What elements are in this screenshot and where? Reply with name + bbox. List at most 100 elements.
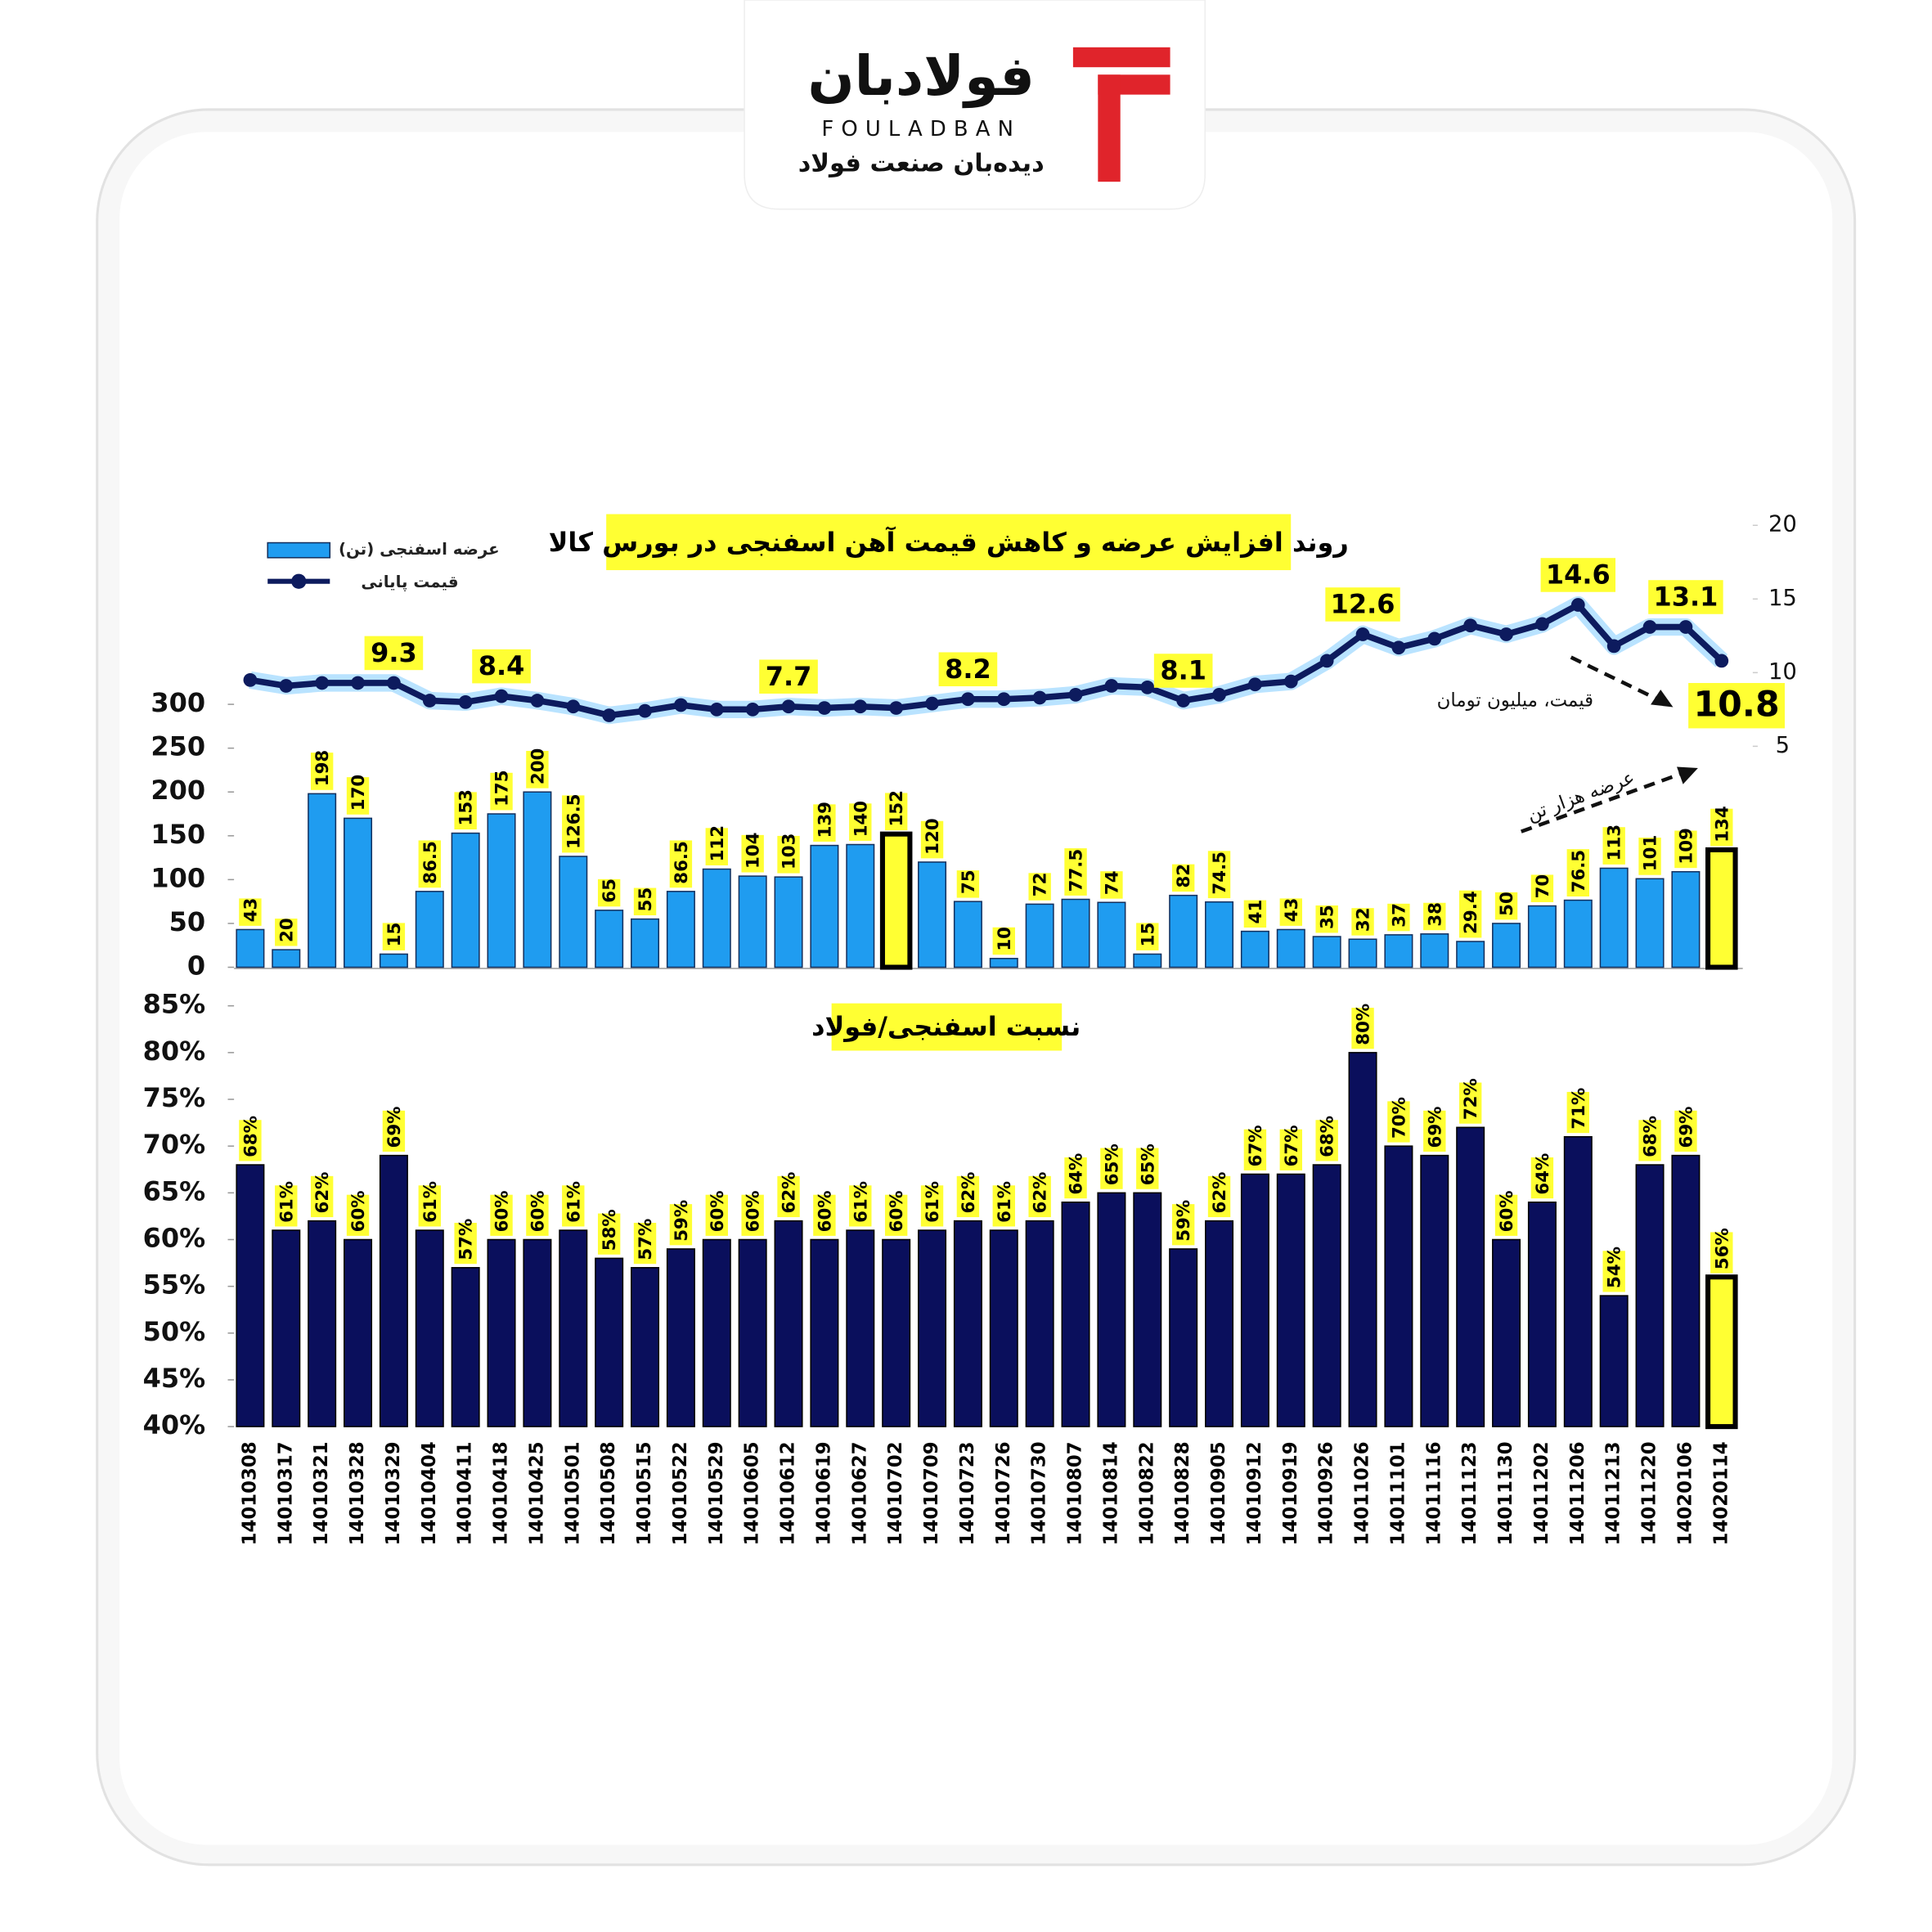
value-label: 152 bbox=[884, 790, 908, 831]
bar bbox=[344, 817, 373, 968]
bar bbox=[846, 843, 875, 968]
value-label: 72% bbox=[1458, 1078, 1482, 1124]
label-box bbox=[239, 898, 262, 926]
value-label: 77.5 bbox=[1064, 848, 1087, 896]
label-box bbox=[1100, 871, 1123, 899]
bar bbox=[1456, 941, 1485, 968]
x-tick-label: 14010605 bbox=[742, 1441, 763, 1545]
label-box bbox=[777, 1175, 800, 1218]
data-label: 109 bbox=[1676, 828, 1696, 864]
x-tick-label: 14010317 bbox=[275, 1441, 296, 1545]
label-box bbox=[562, 1185, 585, 1227]
label-box bbox=[1315, 1120, 1338, 1161]
data-label: 62% bbox=[1031, 1172, 1051, 1214]
data-label: 57% bbox=[636, 1219, 656, 1260]
label-box bbox=[1243, 1129, 1267, 1170]
data-label: 61% bbox=[420, 1181, 441, 1223]
bar bbox=[1205, 1220, 1234, 1427]
label-box bbox=[364, 636, 424, 671]
label-box bbox=[1638, 838, 1661, 875]
label-box bbox=[382, 1110, 406, 1152]
data-label: 175 bbox=[492, 770, 513, 806]
x-tick-label: 14010627 bbox=[849, 1441, 870, 1545]
label-box bbox=[938, 652, 998, 687]
bar bbox=[1527, 905, 1557, 968]
value-label: 140 bbox=[849, 801, 872, 841]
price-marker bbox=[1248, 677, 1262, 692]
bar bbox=[1312, 1164, 1341, 1427]
value-label: 65 bbox=[597, 878, 621, 907]
data-label: 139 bbox=[815, 802, 835, 838]
bar bbox=[1348, 938, 1377, 968]
data-label: 8.2 bbox=[945, 654, 991, 685]
label-box bbox=[813, 1194, 836, 1236]
x-tick-label: 14011206 bbox=[1567, 1441, 1588, 1545]
bar bbox=[738, 875, 767, 968]
bar bbox=[272, 949, 301, 968]
value-label: 60% bbox=[490, 1190, 513, 1236]
label-box bbox=[1387, 903, 1410, 932]
data-label: 60% bbox=[744, 1190, 764, 1232]
data-label: 8.1 bbox=[1160, 655, 1206, 686]
label-box bbox=[669, 840, 693, 888]
price-marker bbox=[1355, 627, 1370, 641]
data-label: 29.4 bbox=[1461, 891, 1481, 934]
label-box bbox=[382, 923, 406, 950]
bar bbox=[989, 1229, 1018, 1427]
bar bbox=[1061, 898, 1090, 968]
bar bbox=[702, 1238, 731, 1427]
x-tick-label: 14010411 bbox=[455, 1441, 476, 1545]
value-label: 74 bbox=[1100, 870, 1123, 899]
value-label: 60% bbox=[813, 1190, 836, 1236]
data-label: 153 bbox=[456, 789, 477, 825]
bar bbox=[1527, 1201, 1557, 1427]
bar bbox=[1456, 1126, 1485, 1427]
label-box bbox=[633, 887, 657, 916]
bar bbox=[1240, 930, 1269, 968]
y-tick-label: 100 bbox=[151, 862, 205, 893]
label-box bbox=[1315, 905, 1338, 933]
bar bbox=[953, 1220, 982, 1427]
data-label: 69% bbox=[384, 1106, 405, 1148]
data-label: 60% bbox=[815, 1190, 835, 1232]
value-label: 72 bbox=[1028, 873, 1051, 901]
value-label: 200 bbox=[526, 748, 549, 789]
price-marker bbox=[853, 699, 868, 714]
x-tick-label: 14010919 bbox=[1280, 1441, 1301, 1545]
data-label: 72% bbox=[1461, 1078, 1481, 1120]
bar bbox=[1599, 867, 1629, 968]
bar bbox=[882, 1238, 911, 1427]
x-tick-label: 14010321 bbox=[311, 1441, 332, 1545]
label-box bbox=[1207, 851, 1231, 899]
data-label: 64% bbox=[1533, 1153, 1553, 1195]
label-box bbox=[992, 927, 1015, 955]
x-tick-label: 14010522 bbox=[670, 1441, 691, 1545]
x-tick-label: 14020106 bbox=[1674, 1441, 1696, 1545]
value-label: 10 bbox=[992, 927, 1015, 955]
bar bbox=[523, 1238, 552, 1427]
arrow-head bbox=[1677, 766, 1698, 784]
price-marker bbox=[1104, 679, 1119, 693]
x-tick-label: 14011101 bbox=[1387, 1441, 1409, 1545]
bar bbox=[1133, 953, 1162, 968]
value-label: 120 bbox=[920, 818, 944, 859]
bar bbox=[236, 928, 265, 968]
x-tick-label: 14010619 bbox=[813, 1441, 834, 1545]
x-tick-label: 14010726 bbox=[993, 1441, 1014, 1545]
bar bbox=[774, 1220, 803, 1427]
value-label: 70 bbox=[1530, 874, 1554, 902]
value-label: 67% bbox=[1243, 1125, 1267, 1170]
title-box bbox=[831, 1003, 1063, 1051]
label-box bbox=[1171, 864, 1195, 892]
price-marker bbox=[1391, 640, 1406, 655]
price-marker bbox=[279, 679, 294, 693]
data-label: 82 bbox=[1174, 864, 1194, 888]
value-label: 43 bbox=[239, 898, 262, 926]
value-label: 60% bbox=[526, 1190, 549, 1236]
price-marker bbox=[817, 701, 832, 715]
bar bbox=[1420, 1154, 1449, 1427]
label-box bbox=[956, 1175, 980, 1218]
x-tick-label: 14010508 bbox=[598, 1441, 619, 1545]
value-label: 43 bbox=[1279, 898, 1302, 926]
data-label: 67% bbox=[1246, 1125, 1266, 1166]
